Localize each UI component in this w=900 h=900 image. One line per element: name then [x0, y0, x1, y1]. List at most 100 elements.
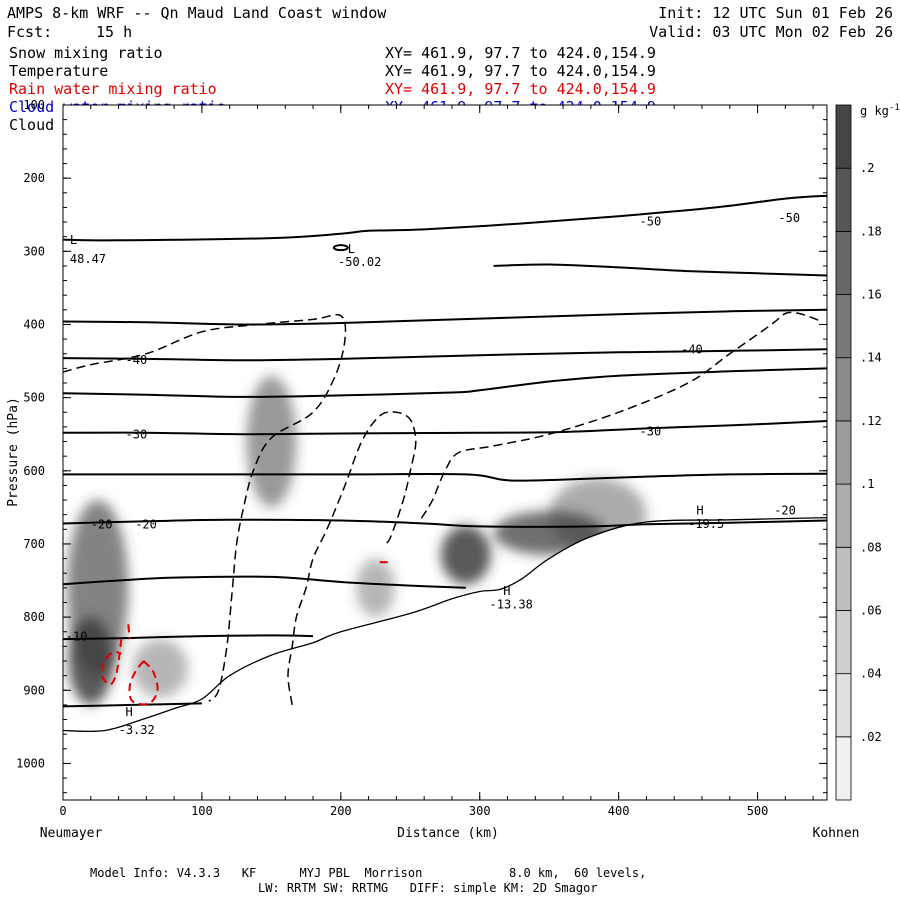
plot-frame — [62, 104, 828, 801]
colorbar-swatch — [835, 167, 852, 232]
hydrometeor-shading — [246, 375, 297, 508]
isotherm-line — [63, 575, 466, 589]
terrain-surface-line — [63, 516, 827, 733]
colorbar-tick-label: .12 — [860, 414, 882, 428]
field-name: Rain water mixing ratio — [9, 80, 217, 98]
x-tick-label: 100 — [191, 804, 213, 818]
y-tick-label: 1000 — [16, 756, 45, 770]
terrain-fill — [63, 517, 827, 800]
rain-water-contour — [128, 660, 159, 706]
contour-annotation: H — [503, 584, 510, 598]
contour-annotation: -30 — [126, 428, 148, 442]
contour-annotation: -19.5 — [688, 517, 724, 531]
contour-annotation: L — [70, 233, 77, 247]
contour-annotation: -50 — [778, 211, 800, 225]
field-xy: XY= 461.9, 97.7 to 424.0,154.9 — [385, 80, 656, 98]
x-tick-label: 500 — [747, 804, 769, 818]
fcst-label: Fcst: — [7, 23, 52, 41]
colorbar-tick-label: .06 — [860, 604, 882, 618]
model-info-line1: Model Info: V4.3.3 KF MYJ PBL Morrison 8… — [90, 866, 646, 880]
y-tick-label: 100 — [23, 98, 45, 112]
colorbar-swatch — [835, 230, 852, 295]
y-tick-label: 800 — [23, 610, 45, 624]
isotherm-line — [493, 263, 827, 277]
y-tick-label: 300 — [23, 244, 45, 258]
x-end-label: Kohnen — [813, 826, 860, 841]
isotherm-line — [63, 420, 827, 436]
isotherm-line — [63, 348, 827, 362]
isotherm-line — [63, 702, 202, 708]
colorbar-swatch — [835, 736, 852, 801]
contour-annotation: -20 — [135, 518, 157, 532]
contour-annotation: -10 — [66, 630, 88, 644]
colorbar-swatch — [835, 104, 852, 169]
hydrometeor-shading — [440, 525, 491, 585]
x-axis: 0 100 200 300 400 500 — [59, 105, 814, 818]
colorbar-tick-label: .2 — [860, 161, 874, 175]
contour-annotation: -40 — [126, 353, 148, 367]
y-tick-label: 700 — [23, 537, 45, 551]
colorbar: .02 .04 .06 .08 .1 .12 .14 .16 .18 .2 — [835, 104, 882, 801]
chart-title: AMPS 8-km WRF -- Qn Maud Land Coast wind… — [7, 4, 387, 22]
contour-layer — [63, 194, 827, 800]
colorbar-swatch — [835, 357, 852, 422]
contour-annotation: 48.47 — [70, 252, 106, 266]
contour-annotation: -20 — [774, 504, 796, 518]
colorbar-tick-label: .02 — [860, 730, 882, 744]
rain-water-contour — [127, 624, 131, 640]
colorbar-tick-label: .04 — [860, 667, 882, 681]
field-xy: XY= 461.9, 97.7 to 424.0,154.9 — [385, 62, 656, 80]
contour-annotation: -20 — [91, 518, 113, 532]
isotherm-line — [63, 634, 314, 641]
x-tick-label: 0 — [59, 804, 66, 818]
field-xy: XY= 461.9, 97.7 to 424.0,154.9 — [385, 44, 656, 62]
colorbar-swatch — [835, 483, 852, 548]
valid-time: Valid: 03 UTC Mon 02 Feb 26 — [649, 23, 893, 41]
x-tick-label: 300 — [469, 804, 491, 818]
x-tick-label: 200 — [330, 804, 352, 818]
colorbar-unit: g kg-1 — [860, 103, 900, 118]
isotherm-line — [63, 194, 827, 242]
x-tick-label: 400 — [608, 804, 630, 818]
field-name: Snow mixing ratio — [9, 44, 163, 62]
rain-water-contour — [100, 638, 123, 686]
colorbar-tick-label: .1 — [860, 477, 874, 491]
colorbar-tick-label: .14 — [860, 351, 882, 365]
colorbar-swatch — [835, 546, 852, 611]
contour-annotation: -40 — [681, 343, 703, 357]
isotherm-low-closed — [332, 244, 349, 252]
isotherm-line — [63, 367, 827, 398]
hydrometeor-shading — [132, 639, 188, 698]
model-info-line2: LW: RRTM SW: RRTMG DIFF: simple KM: 2D S… — [258, 881, 598, 895]
colorbar-swatch — [835, 420, 852, 485]
contour-annotation: H — [696, 504, 703, 518]
annotation-layer: L48.47L-50.02H-3.32H-13.38H-19.5-50 -50-4… — [66, 211, 800, 737]
isotherm-line — [63, 518, 827, 528]
isotherm-line — [63, 472, 827, 482]
x-axis-label: Distance (km) — [397, 826, 499, 841]
y-axis-label: Pressure (hPa) — [6, 397, 21, 507]
cloud-ice-contour — [420, 311, 821, 519]
contour-annotation: H — [126, 705, 133, 719]
colorbar-swatch — [835, 673, 852, 738]
y-tick-label: 900 — [23, 683, 45, 697]
contour-annotation: -50 — [640, 215, 662, 229]
colorbar-tick-label: .18 — [860, 224, 882, 238]
colorbar-tick-label: .08 — [860, 540, 882, 554]
contour-annotation: -3.32 — [119, 723, 155, 737]
cloud-ice-contour — [63, 313, 347, 702]
y-axis: 100 200 300 400 500 600 700 800 900 1000 — [16, 98, 827, 794]
y-tick-label: 200 — [23, 171, 45, 185]
init-time: Init: 12 UTC Sun 01 Feb 26 — [658, 4, 893, 22]
y-tick-label: 400 — [23, 317, 45, 331]
colorbar-swatch — [835, 610, 852, 675]
hydrometeor-shading — [356, 558, 395, 618]
contour-annotation: -30 — [640, 425, 662, 439]
contour-annotation: L — [348, 242, 355, 256]
x-start-label: Neumayer — [40, 826, 103, 841]
field-name: Temperature — [9, 62, 108, 80]
fcst-value: 15 h — [96, 23, 132, 41]
isotherm-line — [63, 308, 827, 326]
y-tick-label: 500 — [23, 391, 45, 405]
